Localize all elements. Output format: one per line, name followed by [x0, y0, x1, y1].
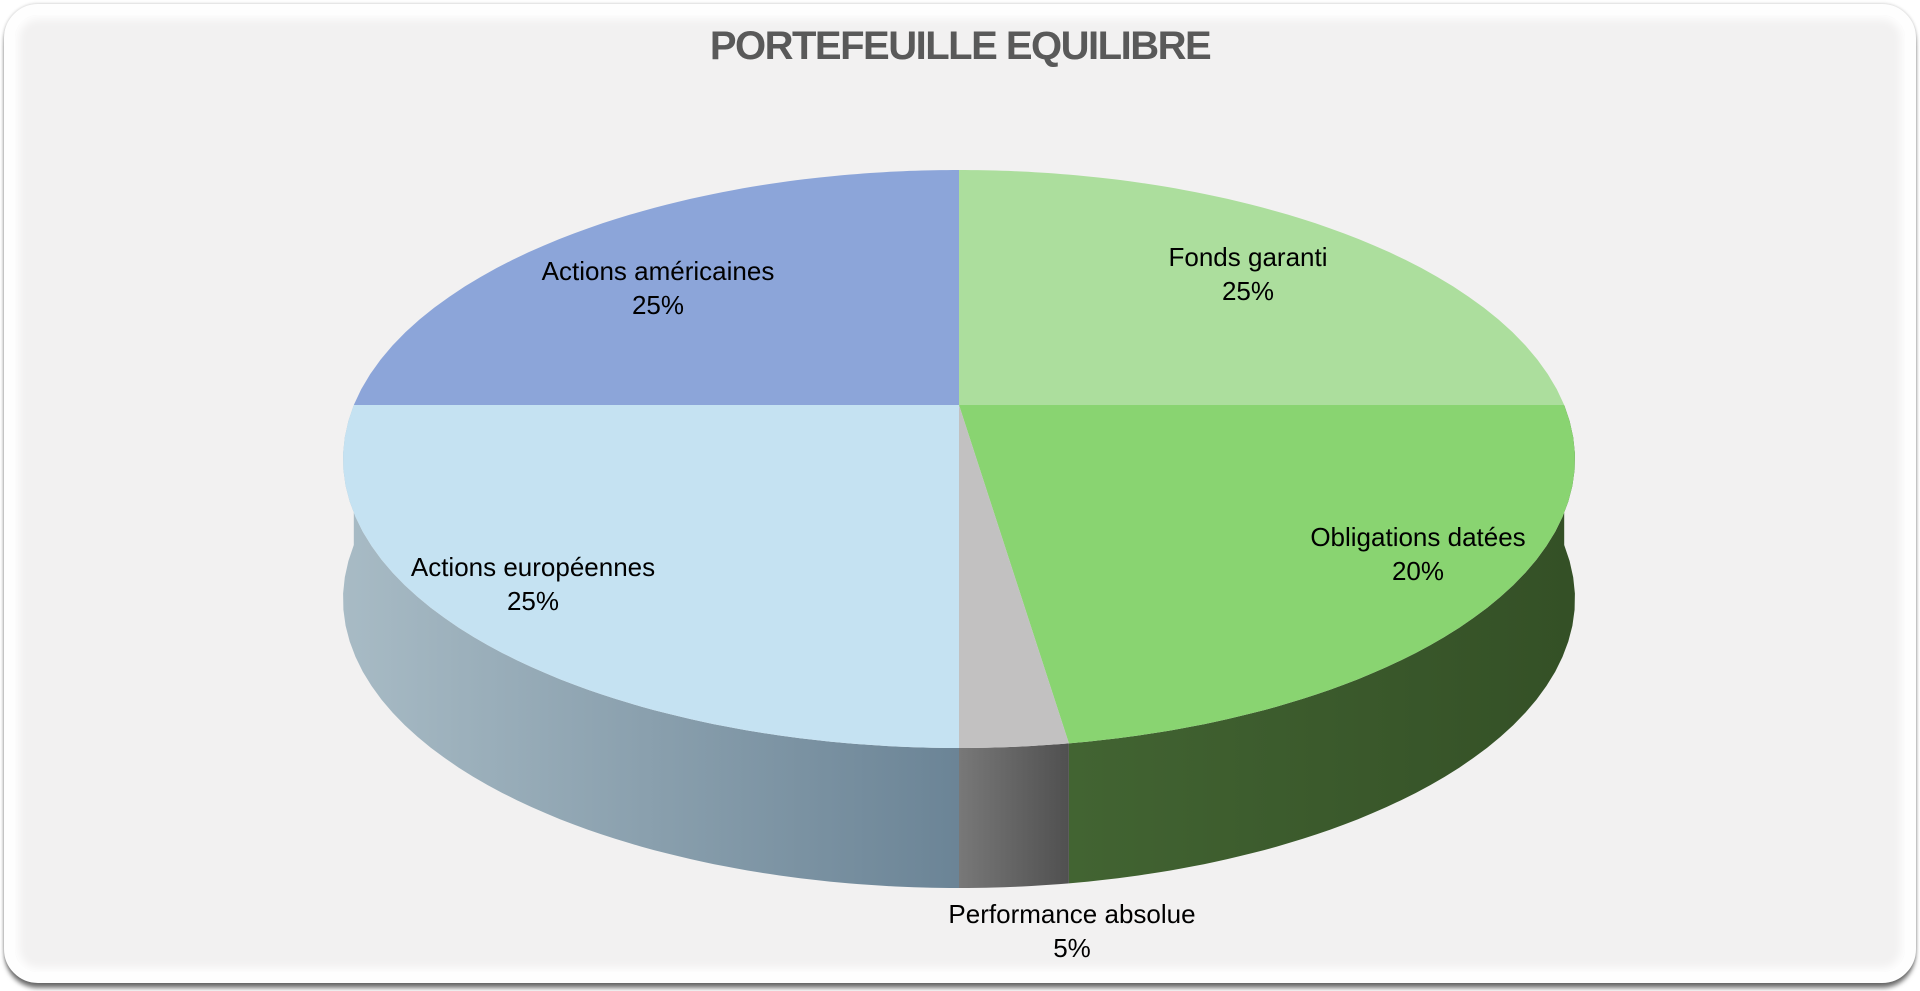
- pie-slice-1[interactable]: [959, 405, 1575, 744]
- pie-slice-side-3[interactable]: [343, 405, 960, 888]
- slice-label-1: Obligations datées 20%: [1310, 520, 1525, 588]
- slice-label-0: Fonds garanti 25%: [1169, 240, 1328, 308]
- pie-sides-group: [343, 405, 1575, 888]
- slice-label-name: Performance absolue: [948, 899, 1196, 929]
- pie-slice-2[interactable]: [959, 405, 1069, 748]
- slice-label-percent: 25%: [631, 290, 685, 320]
- pie-slice-3[interactable]: [343, 405, 960, 748]
- chart-title: PORTEFEUILLE EQUILIBRE: [709, 24, 1212, 68]
- pie-slice-side-1[interactable]: [1068, 405, 1575, 884]
- slice-label-percent: 20%: [1391, 556, 1445, 586]
- pie-tops-group: [343, 170, 1575, 748]
- slice-label-4: Actions américaines 25%: [542, 254, 775, 322]
- slice-label-percent: 25%: [506, 586, 560, 616]
- slice-label-3: Actions européennes 25%: [411, 550, 655, 618]
- pie-slice-0[interactable]: [959, 170, 1565, 405]
- slice-label-name: Actions européennes: [410, 552, 656, 582]
- pie-slice-side-2[interactable]: [959, 743, 1069, 888]
- slice-label-name: Actions américaines: [541, 256, 775, 286]
- pie-slice-4[interactable]: [353, 170, 959, 405]
- slice-label-percent: 25%: [1221, 276, 1275, 306]
- slice-label-name: Obligations datées: [1310, 522, 1526, 552]
- slice-label-percent: 5%: [1053, 933, 1091, 963]
- slice-label-name: Fonds garanti: [1168, 242, 1328, 272]
- slice-label-2: Performance absolue 5%: [948, 897, 1195, 965]
